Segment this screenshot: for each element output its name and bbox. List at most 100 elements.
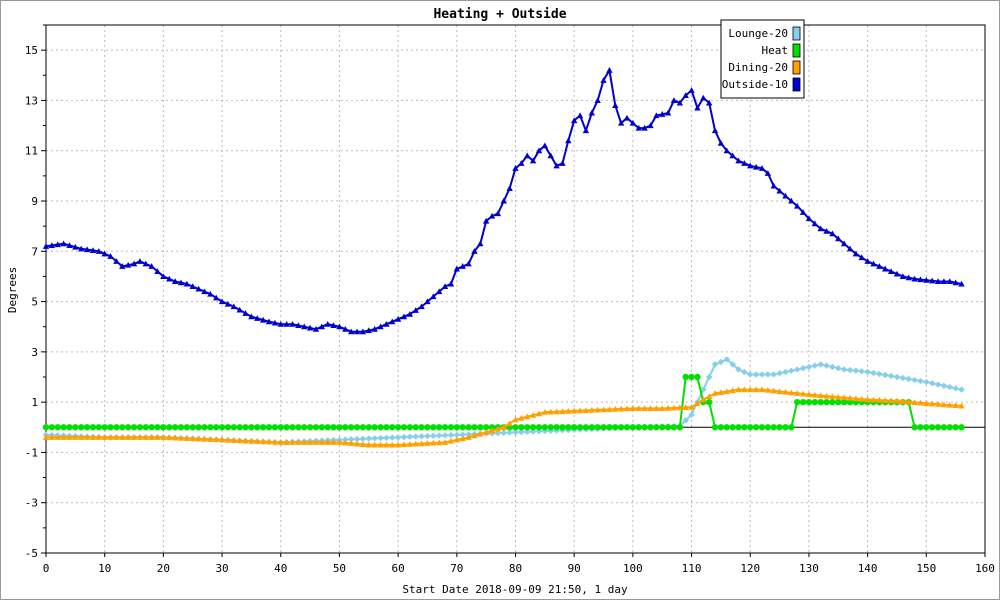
- data-point: [858, 254, 865, 261]
- data-point: [124, 424, 132, 431]
- data-point: [553, 408, 560, 415]
- data-point: [254, 424, 261, 431]
- data-point: [764, 424, 772, 431]
- data-point: [512, 165, 519, 171]
- chart-title: Heating + Outside: [433, 7, 566, 22]
- data-point: [54, 424, 61, 431]
- data-point: [166, 275, 173, 282]
- data-point: [224, 424, 232, 431]
- data-point: [529, 424, 537, 431]
- data-point: [160, 273, 167, 279]
- data-point: [54, 434, 61, 440]
- data-point: [576, 112, 584, 119]
- data-point: [911, 376, 918, 384]
- data-point: [95, 248, 103, 254]
- data-point: [477, 430, 484, 437]
- data-point: [124, 261, 132, 268]
- data-point: [629, 424, 637, 431]
- data-point: [917, 424, 924, 431]
- data-point: [899, 273, 907, 279]
- data-point: [295, 439, 302, 445]
- data-point: [928, 400, 936, 407]
- data-point: [623, 405, 631, 412]
- data-point: [829, 363, 836, 371]
- data-point: [670, 424, 678, 431]
- data-point: [201, 435, 208, 442]
- data-point: [436, 288, 443, 295]
- data-point: [840, 240, 848, 247]
- legend-label-lounge-20: Lounge-20: [728, 27, 788, 40]
- data-point: [371, 435, 378, 442]
- data-point: [729, 424, 736, 431]
- data-point: [811, 220, 819, 227]
- series-outside-10: [42, 67, 965, 335]
- data-point: [512, 429, 519, 436]
- x-tick-label: 110: [682, 562, 702, 575]
- data-point: [289, 321, 296, 327]
- data-point: [705, 398, 713, 406]
- x-tick-label: 120: [740, 562, 760, 575]
- data-point: [594, 406, 601, 413]
- data-point: [717, 424, 725, 431]
- data-point: [318, 424, 326, 431]
- x-tick-label: 160: [975, 562, 995, 575]
- data-point: [858, 368, 865, 375]
- data-point: [207, 436, 214, 442]
- data-point: [541, 424, 549, 431]
- data-point: [42, 243, 50, 249]
- data-point: [729, 152, 736, 159]
- data-point: [570, 424, 578, 431]
- data-point: [171, 434, 179, 441]
- data-point: [230, 424, 237, 431]
- data-point: [330, 439, 337, 445]
- data-point: [711, 390, 719, 396]
- data-point: [559, 424, 566, 431]
- data-point: [371, 441, 378, 448]
- data-point: [852, 367, 860, 374]
- data-point: [870, 396, 877, 403]
- data-point: [952, 424, 959, 431]
- data-point: [747, 386, 754, 393]
- data-point: [911, 275, 918, 282]
- data-point: [248, 424, 255, 431]
- x-tick-label: 150: [916, 562, 936, 575]
- data-point: [641, 424, 648, 431]
- data-point: [465, 260, 472, 267]
- plot-frame: [45, 24, 986, 554]
- data-point: [295, 424, 302, 431]
- data-point: [389, 424, 396, 431]
- data-point: [835, 235, 842, 242]
- data-point: [359, 424, 367, 431]
- legend-label-heat: Heat: [762, 44, 789, 57]
- data-point: [817, 392, 824, 399]
- data-point: [424, 440, 431, 446]
- data-point: [342, 436, 349, 443]
- data-point: [312, 439, 320, 445]
- data-point: [752, 386, 760, 393]
- data-point: [306, 424, 314, 431]
- data-point: [835, 365, 842, 372]
- data-point: [664, 109, 672, 116]
- data-point: [218, 424, 226, 431]
- data-point: [876, 396, 883, 403]
- data-point: [600, 406, 607, 413]
- data-point: [330, 424, 337, 431]
- data-point: [717, 139, 725, 146]
- data-point: [506, 429, 513, 436]
- data-point: [911, 424, 918, 431]
- data-point: [594, 97, 601, 103]
- data-point: [876, 370, 883, 378]
- data-point: [306, 439, 314, 445]
- data-point: [78, 245, 85, 252]
- data-point: [500, 197, 507, 204]
- y-axis-label: Degrees: [6, 267, 19, 313]
- data-point: [723, 388, 730, 395]
- data-point: [688, 403, 695, 410]
- data-point: [717, 358, 725, 366]
- data-point: [882, 265, 889, 272]
- data-point: [465, 434, 472, 440]
- legend-box: [720, 19, 805, 99]
- data-point: [283, 439, 290, 445]
- data-point: [594, 424, 601, 431]
